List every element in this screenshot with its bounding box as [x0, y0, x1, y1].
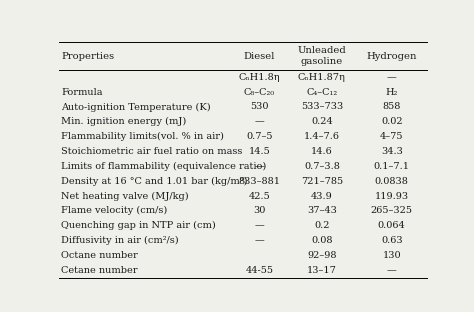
- Text: 721–785: 721–785: [301, 177, 343, 186]
- Text: Limits of flammability (equivalence ratio): Limits of flammability (equivalence rati…: [61, 162, 266, 171]
- Text: 13–17: 13–17: [307, 266, 337, 275]
- Text: 858: 858: [383, 102, 401, 111]
- Text: 42.5: 42.5: [248, 192, 270, 201]
- Text: Flammability limits(vol. % in air): Flammability limits(vol. % in air): [61, 132, 224, 141]
- Text: —: —: [255, 162, 264, 171]
- Text: 43.9: 43.9: [311, 192, 333, 201]
- Text: Min. ignition energy (mJ): Min. ignition energy (mJ): [61, 117, 186, 126]
- Text: —: —: [255, 236, 264, 245]
- Text: 14.5: 14.5: [248, 147, 270, 156]
- Text: Density at 16 °C and 1.01 bar (kg/m³): Density at 16 °C and 1.01 bar (kg/m³): [61, 177, 247, 186]
- Text: 533–733: 533–733: [301, 102, 343, 111]
- Text: Cetane number: Cetane number: [61, 266, 137, 275]
- Text: Diffusivity in air (cm²/s): Diffusivity in air (cm²/s): [61, 236, 179, 245]
- Text: CₙH1.8η: CₙH1.8η: [238, 73, 280, 82]
- Text: 0.02: 0.02: [381, 117, 402, 126]
- Text: —: —: [387, 73, 397, 82]
- Text: 1.4–7.6: 1.4–7.6: [304, 132, 340, 141]
- Text: Quenching gap in NTP air (cm): Quenching gap in NTP air (cm): [61, 221, 216, 230]
- Text: Diesel: Diesel: [244, 51, 275, 61]
- Text: Net heating valve (MJ/kg): Net heating valve (MJ/kg): [61, 192, 189, 201]
- Text: —: —: [255, 117, 264, 126]
- Text: 37–43: 37–43: [307, 206, 337, 215]
- Text: Unleaded
gasoline: Unleaded gasoline: [298, 46, 346, 66]
- Text: —: —: [387, 266, 397, 275]
- Text: C₈–C₂₀: C₈–C₂₀: [244, 88, 275, 97]
- Text: 30: 30: [253, 206, 265, 215]
- Text: 265–325: 265–325: [371, 206, 413, 215]
- Text: 0.24: 0.24: [311, 117, 333, 126]
- Text: 14.6: 14.6: [311, 147, 333, 156]
- Text: 119.93: 119.93: [374, 192, 409, 201]
- Text: 0.064: 0.064: [378, 221, 406, 230]
- Text: H₂: H₂: [385, 88, 398, 97]
- Text: C₄–C₁₂: C₄–C₁₂: [306, 88, 337, 97]
- Text: CₙH1.87η: CₙH1.87η: [298, 73, 346, 82]
- Text: 0.7–3.8: 0.7–3.8: [304, 162, 340, 171]
- Text: 92–98: 92–98: [307, 251, 337, 260]
- Text: Octane number: Octane number: [61, 251, 138, 260]
- Text: 4–75: 4–75: [380, 132, 403, 141]
- Text: Hydrogen: Hydrogen: [366, 51, 417, 61]
- Text: 34.3: 34.3: [381, 147, 402, 156]
- Text: 44-55: 44-55: [246, 266, 273, 275]
- Text: 0.0838: 0.0838: [375, 177, 409, 186]
- Text: 130: 130: [383, 251, 401, 260]
- Text: Properties: Properties: [61, 51, 114, 61]
- Text: 530: 530: [250, 102, 269, 111]
- Text: 833–881: 833–881: [238, 177, 281, 186]
- Text: 0.08: 0.08: [311, 236, 333, 245]
- Text: Auto-ignition Temperature (K): Auto-ignition Temperature (K): [61, 102, 211, 112]
- Text: Formula: Formula: [61, 88, 102, 97]
- Text: 0.63: 0.63: [381, 236, 402, 245]
- Text: Stoichiometric air fuel ratio on mass: Stoichiometric air fuel ratio on mass: [61, 147, 243, 156]
- Text: —: —: [255, 221, 264, 230]
- Text: 0.2: 0.2: [314, 221, 329, 230]
- Text: 0.7–5: 0.7–5: [246, 132, 273, 141]
- Text: 0.1–7.1: 0.1–7.1: [374, 162, 410, 171]
- Text: Flame velocity (cm/s): Flame velocity (cm/s): [61, 206, 167, 216]
